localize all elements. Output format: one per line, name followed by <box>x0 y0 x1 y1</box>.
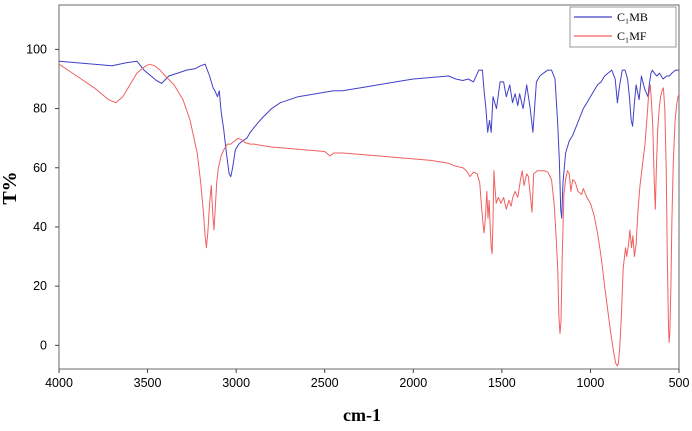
x-tick-label: 4000 <box>45 376 73 390</box>
y-tick-label: 40 <box>33 220 47 234</box>
series-layer <box>59 60 679 367</box>
legend-label-c1mf: C₁MF <box>617 29 647 43</box>
y-tick-label: 0 <box>40 338 47 352</box>
legend: C₁MB C₁MF <box>569 6 677 48</box>
series-line-1 <box>59 63 679 367</box>
x-tick-label: 1500 <box>488 376 516 390</box>
x-tick-label: 3500 <box>134 376 162 390</box>
x-axis-title: cm-1 <box>343 405 381 425</box>
axis-layer: 4000 3500 3000 2500 2000 1500 1000 500 0 20 40 60 80… <box>26 42 689 390</box>
y-tick-label: 80 <box>33 102 47 116</box>
x-tick-label: 500 <box>669 376 690 390</box>
x-tick-label: 3000 <box>222 376 250 390</box>
series-line-0 <box>59 60 679 219</box>
x-tick-label: 1000 <box>577 376 605 390</box>
y-tick-label: 100 <box>26 42 47 56</box>
y-tick-label: 20 <box>33 279 47 293</box>
x-tick-label: 2000 <box>399 376 427 390</box>
x-tick-label: 2500 <box>311 376 339 390</box>
plot-area <box>58 4 680 370</box>
legend-box <box>569 6 677 48</box>
y-tick-label: 60 <box>33 161 47 175</box>
y-axis-title: T% <box>0 171 21 204</box>
legend-label-c1mb: C₁MB <box>617 10 648 24</box>
